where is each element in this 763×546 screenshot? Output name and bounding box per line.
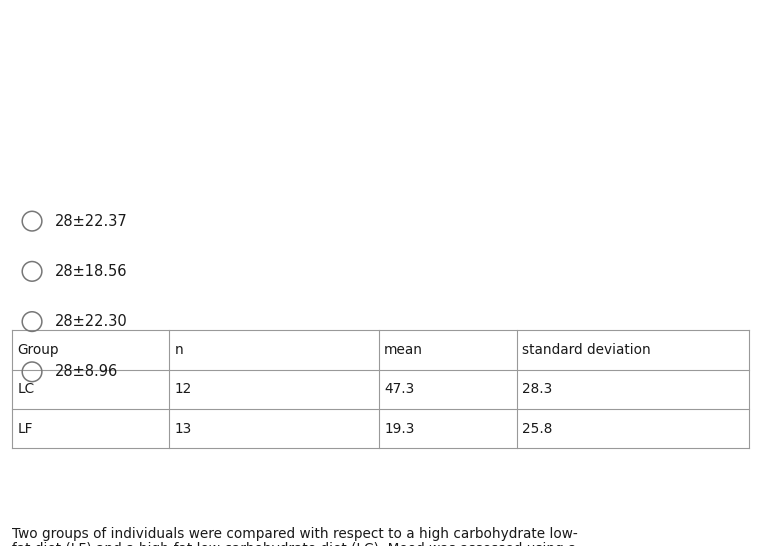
Text: fat diet (LF) and a high-fat low carbohydrate diet (LC). Mood was assessed using: fat diet (LF) and a high-fat low carbohy… [12,542,577,546]
Text: LF: LF [18,422,33,436]
Text: 47.3: 47.3 [385,382,414,396]
Text: Two groups of individuals were compared with respect to a high carbohydrate low-: Two groups of individuals were compared … [12,527,578,541]
Text: Group: Group [18,343,59,357]
Text: 28.3: 28.3 [522,382,552,396]
Text: 19.3: 19.3 [385,422,414,436]
Text: 28±8.96: 28±8.96 [55,364,118,379]
Text: 13: 13 [175,422,192,436]
Text: 28±22.37: 28±22.37 [55,213,127,229]
Text: mean: mean [385,343,423,357]
Text: standard deviation: standard deviation [522,343,650,357]
Text: 28±18.56: 28±18.56 [55,264,127,279]
Text: 28±22.30: 28±22.30 [55,314,127,329]
Text: 12: 12 [175,382,192,396]
Text: 25.8: 25.8 [522,422,552,436]
Text: LC: LC [18,382,34,396]
Text: n: n [175,343,183,357]
